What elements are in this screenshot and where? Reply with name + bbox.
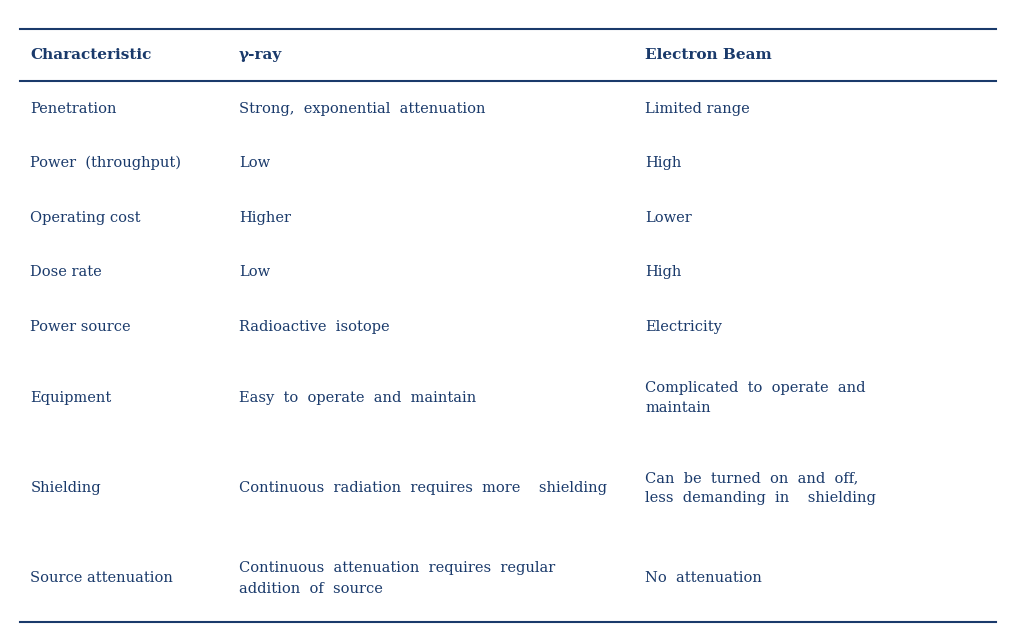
Text: Dose rate: Dose rate [30,266,103,280]
Text: Low: Low [239,156,270,170]
Text: Continuous  attenuation  requires  regular: Continuous attenuation requires regular [239,561,555,575]
Text: addition  of  source: addition of source [239,582,383,596]
Text: Continuous  radiation  requires  more    shielding: Continuous radiation requires more shiel… [239,481,607,495]
Text: Penetration: Penetration [30,102,117,116]
Text: Complicated  to  operate  and: Complicated to operate and [645,381,866,395]
Text: High: High [645,266,682,280]
Text: γ-ray: γ-ray [239,48,282,62]
Text: Electricity: Electricity [645,320,722,334]
Text: Characteristic: Characteristic [30,48,151,62]
Text: Easy  to  operate  and  maintain: Easy to operate and maintain [239,391,477,405]
Text: maintain: maintain [645,401,711,415]
Text: Higher: Higher [239,211,291,225]
Text: Source attenuation: Source attenuation [30,572,174,586]
Text: Lower: Lower [645,211,692,225]
Text: Low: Low [239,266,270,280]
Text: Electron Beam: Electron Beam [645,48,772,62]
Text: less  demanding  in    shielding: less demanding in shielding [645,492,876,506]
Text: No  attenuation: No attenuation [645,572,762,586]
Text: Operating cost: Operating cost [30,211,141,225]
Text: Limited range: Limited range [645,102,750,116]
Text: Power source: Power source [30,320,131,334]
Text: Equipment: Equipment [30,391,112,405]
Text: Power  (throughput): Power (throughput) [30,156,182,170]
Text: Radioactive  isotope: Radioactive isotope [239,320,389,334]
Text: Can  be  turned  on  and  off,: Can be turned on and off, [645,471,859,485]
Text: Shielding: Shielding [30,481,102,495]
Text: High: High [645,156,682,170]
Text: Strong,  exponential  attenuation: Strong, exponential attenuation [239,102,486,116]
